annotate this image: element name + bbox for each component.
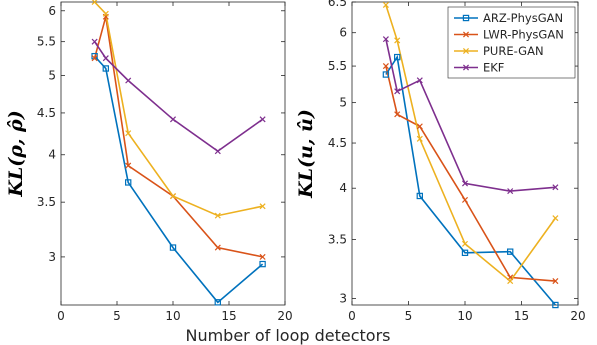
legend-label-ekf: EKF	[483, 61, 504, 75]
data-point-pure-gan	[125, 130, 132, 137]
series-line-lwr-physgan	[93, 16, 263, 258]
data-point-lwr-physgan	[382, 63, 389, 70]
data-point-arz-physgan	[124, 179, 132, 186]
y-tick-label: 6	[339, 26, 347, 40]
data-point-ekf	[125, 77, 132, 84]
data-point-lwr-physgan	[394, 111, 401, 118]
y-axis-label: KL(ρ, ρ̂)	[5, 110, 27, 197]
data-point-pure-gan	[507, 278, 514, 285]
data-point-ekf	[169, 116, 177, 123]
legend-marker-arz-physgan	[462, 14, 470, 22]
series-line-ekf	[93, 41, 264, 153]
y-tick-label: 3	[48, 250, 56, 264]
data-point-lwr-physgan	[214, 244, 221, 251]
data-point-pure-gan	[416, 135, 423, 142]
y-tick-label: 4	[48, 148, 56, 162]
axes-box	[60, 1, 286, 306]
data-point-pure-gan	[169, 193, 177, 200]
data-point-ekf	[382, 36, 389, 43]
y-tick-label: 4	[339, 181, 347, 195]
x-tick-label: 10	[165, 309, 180, 323]
data-point-arz-physgan	[102, 65, 109, 72]
data-point-lwr-physgan	[552, 278, 559, 285]
y-tick-label: 5	[48, 69, 56, 83]
y-tick-label: 4.5	[328, 136, 347, 150]
y-tick-label: 5	[339, 96, 347, 110]
data-point-pure-gan	[102, 10, 109, 17]
y-tick-label: 5.5	[328, 59, 347, 73]
x-tick-label: 10	[457, 309, 472, 323]
series-line-lwr-physgan	[385, 65, 556, 282]
y-tick-label: 4.5	[37, 106, 56, 120]
y-axis-label: KL(u, û)	[295, 109, 317, 199]
data-point-arz-physgan	[394, 53, 401, 61]
chart-panel-density: 0 5 10 15 20 3 3.5 4 4.5 5 5.5 6 KL(ρ, ρ̂)	[5, 0, 293, 323]
data-point-ekf	[507, 188, 514, 195]
x-tick-label: 5	[405, 309, 413, 323]
x-axis-label: Number of loop detectors	[185, 326, 390, 345]
data-point-ekf	[416, 77, 423, 84]
data-point-arz-physgan	[259, 260, 266, 268]
data-point-ekf	[91, 38, 98, 45]
data-point-arz-physgan	[382, 71, 390, 78]
data-point-pure-gan	[382, 1, 389, 8]
data-point-pure-gan	[552, 215, 559, 222]
legend-marker-pure-gan	[462, 47, 470, 55]
data-point-ekf	[461, 180, 469, 187]
data-point-pure-gan	[394, 37, 401, 44]
chart-panel-speed: 0 5 10 15 20 3 3.5 4 4.5 5 5.5 6 6.5 KL(u, û) ARZ-Phys…	[295, 0, 586, 323]
legend-marker-ekf	[462, 64, 470, 71]
x-tick-label: 15	[221, 309, 236, 323]
data-point-ekf	[102, 55, 109, 62]
plot-area	[385, 4, 557, 305]
series-line-pure-gan	[385, 4, 557, 283]
y-tick-label: 6	[48, 4, 56, 18]
data-point-lwr-physgan	[125, 162, 132, 169]
x-tick-label: 20	[570, 309, 585, 323]
y-tick-label: 5.5	[37, 35, 56, 49]
series-line-ekf	[385, 38, 556, 192]
data-point-lwr-physgan	[91, 55, 98, 62]
legend-label-lwr-physgan: LWR-PhysGAN	[483, 28, 564, 42]
data-point-lwr-physgan	[259, 253, 266, 260]
data-point-ekf	[552, 184, 559, 191]
data-point-pure-gan	[91, 0, 98, 6]
y-tick-label: 3.5	[328, 232, 347, 246]
legend-label-arz-physgan: ARZ-PhysGAN	[483, 11, 563, 25]
data-point-arz-physgan	[214, 299, 221, 306]
y-tick-label: 3.5	[37, 195, 56, 209]
data-point-arz-physgan	[552, 301, 559, 309]
plot-area	[93, 2, 264, 304]
series-line-arz-physgan	[385, 54, 557, 305]
x-tick-label: 15	[514, 309, 529, 323]
x-tick-label: 5	[113, 309, 121, 323]
data-point-arz-physgan	[169, 244, 177, 251]
data-point-lwr-physgan	[416, 123, 423, 130]
x-tick-label: 0	[348, 309, 356, 323]
data-point-ekf	[214, 148, 221, 155]
data-point-ekf	[259, 116, 266, 123]
data-point-arz-physgan	[416, 192, 424, 200]
x-tick-label: 0	[57, 309, 65, 323]
series-line-arz-physgan	[94, 55, 264, 304]
data-point-arz-physgan	[507, 248, 514, 255]
legend-marker-lwr-physgan	[462, 31, 470, 38]
data-point-pure-gan	[214, 212, 221, 219]
data-point-lwr-physgan	[461, 196, 469, 203]
data-point-pure-gan	[461, 240, 469, 247]
legend-label-pure-gan: PURE-GAN	[483, 44, 544, 58]
x-tick-label: 20	[277, 309, 292, 323]
y-tick-label: 3	[339, 292, 347, 306]
data-point-ekf	[394, 88, 401, 95]
data-point-arz-physgan	[461, 249, 469, 257]
y-tick-label: 6.5	[328, 0, 347, 9]
legend: ARZ-PhysGAN LWR-PhysGAN PURE-GAN EKF	[447, 6, 576, 79]
data-point-pure-gan	[259, 203, 266, 210]
